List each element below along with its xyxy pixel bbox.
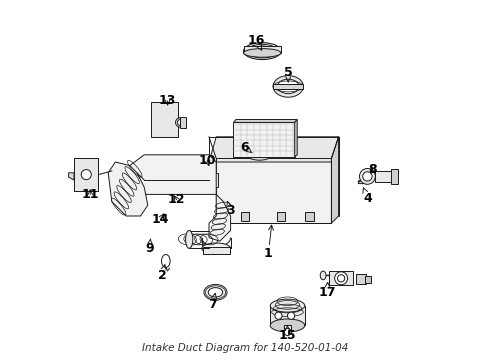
Ellipse shape — [270, 299, 305, 312]
Bar — [365, 276, 370, 283]
Bar — [284, 325, 291, 332]
Text: 15: 15 — [279, 326, 296, 342]
Text: 8: 8 — [368, 163, 377, 176]
Bar — [329, 271, 353, 285]
Text: 16: 16 — [247, 34, 265, 50]
Polygon shape — [69, 173, 74, 180]
Polygon shape — [358, 181, 367, 184]
Polygon shape — [294, 120, 297, 157]
Polygon shape — [209, 194, 231, 241]
Bar — [273, 84, 303, 89]
Bar — [74, 158, 98, 191]
Ellipse shape — [177, 120, 183, 125]
Text: 4: 4 — [363, 188, 372, 204]
Text: 6: 6 — [241, 141, 252, 154]
Polygon shape — [233, 120, 297, 122]
Polygon shape — [108, 162, 148, 216]
Ellipse shape — [277, 79, 299, 94]
Ellipse shape — [273, 76, 303, 97]
Ellipse shape — [175, 118, 185, 127]
Text: 17: 17 — [318, 283, 336, 299]
Text: 10: 10 — [198, 154, 216, 167]
Ellipse shape — [335, 272, 347, 285]
Ellipse shape — [363, 172, 372, 181]
Ellipse shape — [81, 170, 91, 180]
Bar — [202, 247, 230, 254]
Text: 9: 9 — [146, 239, 154, 255]
Ellipse shape — [208, 288, 222, 297]
Bar — [233, 122, 294, 157]
Text: 3: 3 — [226, 201, 235, 217]
Text: 12: 12 — [168, 193, 185, 206]
Ellipse shape — [244, 49, 281, 57]
Bar — [375, 171, 392, 182]
Ellipse shape — [202, 243, 231, 254]
Text: Intake Duct Diagram for 140-520-01-04: Intake Duct Diagram for 140-520-01-04 — [142, 343, 348, 353]
Polygon shape — [130, 155, 216, 194]
Ellipse shape — [284, 328, 291, 336]
Ellipse shape — [242, 139, 277, 160]
Ellipse shape — [186, 230, 193, 248]
Bar — [305, 212, 314, 221]
Ellipse shape — [204, 284, 227, 300]
Text: 14: 14 — [151, 213, 169, 226]
Text: 7: 7 — [208, 293, 217, 311]
Text: 2: 2 — [158, 265, 167, 282]
Bar — [391, 169, 398, 184]
Bar — [270, 306, 305, 325]
Text: 13: 13 — [159, 94, 176, 107]
Ellipse shape — [270, 319, 305, 332]
Ellipse shape — [275, 312, 282, 319]
Polygon shape — [331, 137, 339, 223]
Bar — [209, 173, 218, 187]
Bar — [151, 102, 178, 137]
Bar — [277, 212, 285, 221]
Ellipse shape — [205, 173, 213, 187]
Bar — [356, 274, 367, 284]
Ellipse shape — [288, 312, 294, 319]
Ellipse shape — [320, 271, 326, 280]
Bar — [244, 46, 281, 53]
Bar — [180, 117, 186, 128]
Text: 5: 5 — [284, 66, 293, 82]
Polygon shape — [209, 137, 339, 162]
Bar — [241, 212, 249, 221]
Text: 1: 1 — [264, 225, 273, 260]
Text: 11: 11 — [81, 188, 99, 201]
Ellipse shape — [360, 168, 375, 184]
Polygon shape — [216, 158, 331, 223]
